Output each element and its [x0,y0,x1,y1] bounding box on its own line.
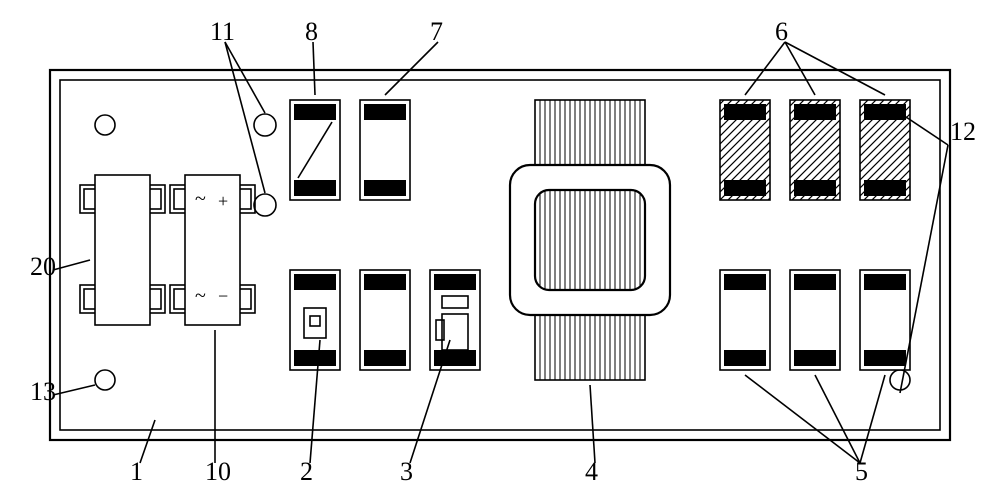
smd-c7 [360,100,410,200]
callout-label-1: 1 [130,457,143,486]
chip-10-body [185,175,240,325]
callout-label-3: 3 [400,457,413,486]
callout-label-10: 10 [205,457,231,486]
smd-c5a [720,270,770,370]
callout-label-12: 12 [950,117,976,146]
mount-hole [890,370,910,390]
leader-line [860,375,885,463]
callout-label-20: 20 [30,252,56,281]
diagram-canvas: { "canvas": { "w": 1000, "h": 500 }, "co… [0,0,1000,500]
callout-label-7: 7 [430,17,443,46]
leader-line [225,42,265,113]
chip-10-mark: ~ [195,188,206,210]
smd-c2a [290,270,340,370]
leader-line [385,42,438,95]
smd-c6b [790,100,840,200]
leader-line [745,42,785,95]
chip-10-mark: + [218,191,228,211]
smd-c5b [790,270,840,370]
smd-c2b [360,270,410,370]
mount-hole [95,115,115,135]
center-hole [254,114,276,136]
pcb-diagram: ~+~−123456781011121320 [0,0,1000,500]
center-hole [254,194,276,216]
callout-label-11: 11 [210,17,235,46]
mount-hole [95,370,115,390]
leader-line [225,42,265,193]
leader-line [590,385,595,463]
chip-20-body [95,175,150,325]
callout-label-13: 13 [30,377,56,406]
leader-line [313,42,315,95]
callout-label-2: 2 [300,457,313,486]
smd-c3 [430,270,480,370]
leader-line [745,375,860,463]
leader-line [815,375,860,463]
smd-c8 [290,100,340,200]
callout-label-8: 8 [305,17,318,46]
callout-label-5: 5 [855,457,868,486]
callout-label-6: 6 [775,17,788,46]
smd-c5c [860,270,910,370]
chip-10-mark: − [218,286,228,306]
transformer [510,100,670,380]
callout-label-4: 4 [585,457,598,486]
leader-line [53,260,90,270]
smd-c6a [720,100,770,200]
chip-10-mark: ~ [195,285,206,307]
